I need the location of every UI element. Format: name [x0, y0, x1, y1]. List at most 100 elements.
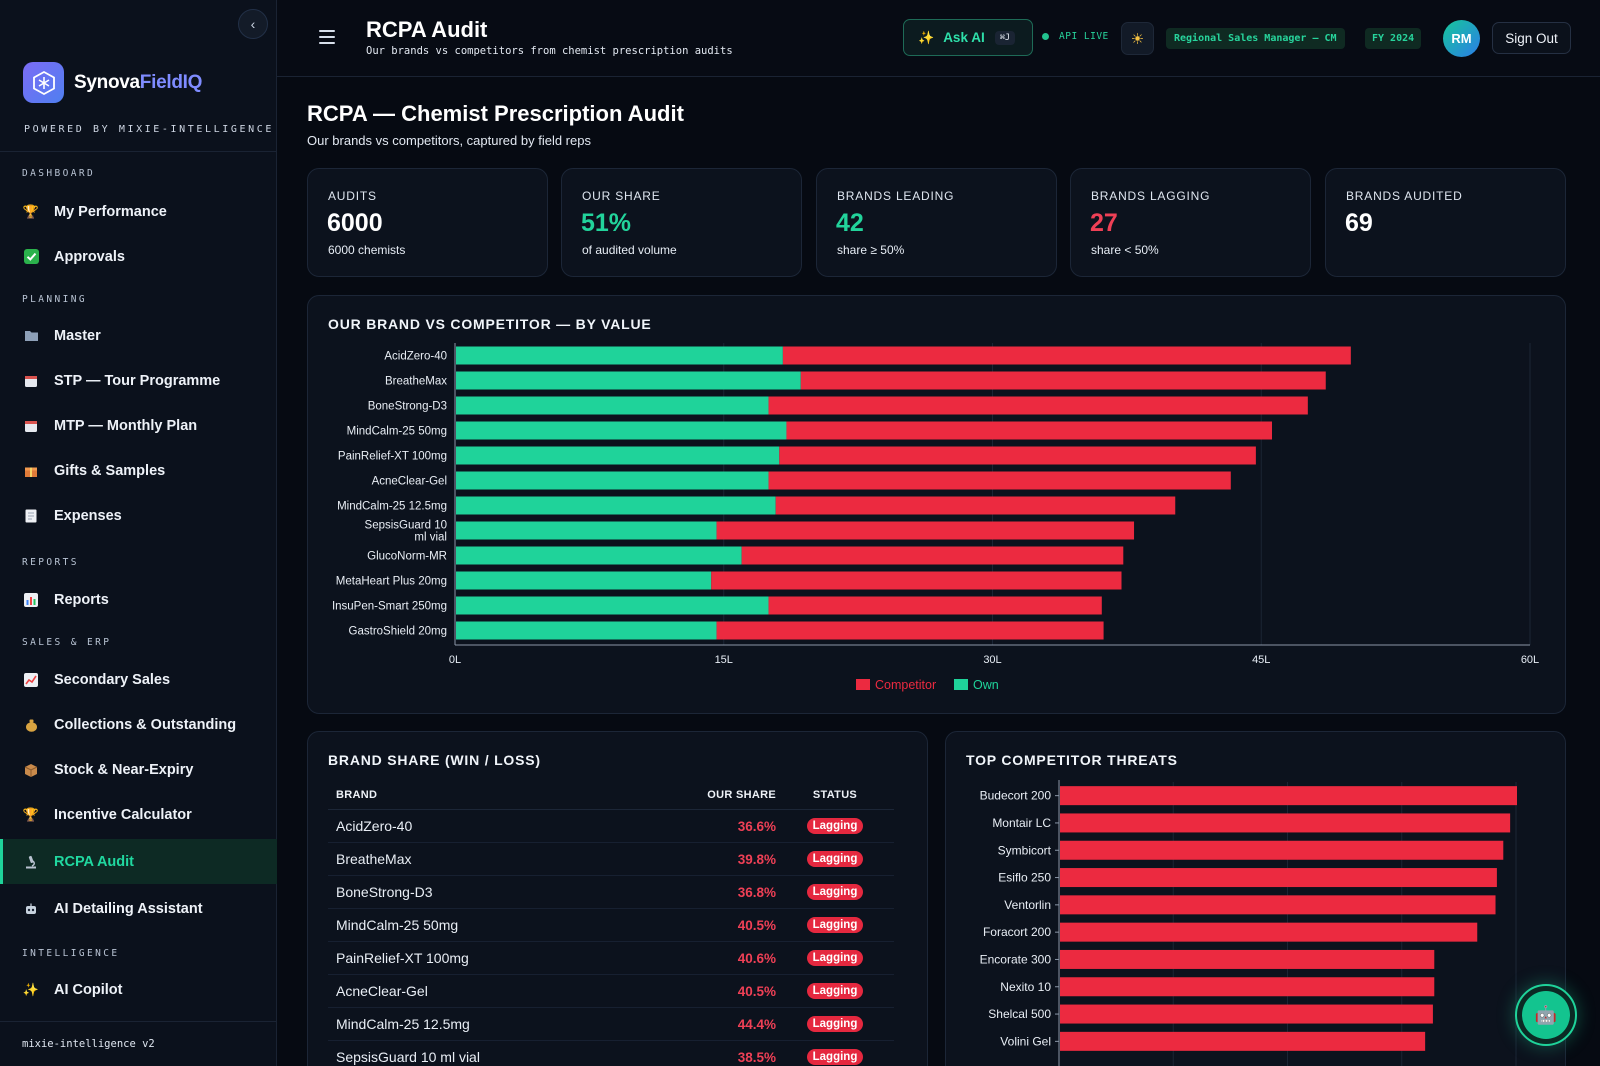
- section-dashboard: DASHBOARD: [22, 168, 96, 179]
- y-tick-label: BreatheMax: [385, 376, 447, 388]
- table-row[interactable]: AcneClear-Gel 40.5% Lagging: [328, 975, 894, 1008]
- sidebar-item-stp[interactable]: STP — Tour Programme: [0, 358, 277, 403]
- bar-competitor[interactable]: [768, 396, 1308, 415]
- table-row[interactable]: MindCalm-25 12.5mg 44.4% Lagging: [328, 1008, 894, 1041]
- column-header-status[interactable]: STATUS: [812, 788, 858, 801]
- table-row[interactable]: BreatheMax 39.8% Lagging: [328, 843, 894, 876]
- menu-icon[interactable]: [319, 30, 335, 44]
- sidebar-item-stock[interactable]: Stock & Near-Expiry: [0, 747, 277, 792]
- table-row[interactable]: PainRelief-XT 100mg 40.6% Lagging: [328, 942, 894, 975]
- status-cell: Lagging: [776, 1016, 894, 1032]
- bar-own[interactable]: [456, 471, 769, 490]
- bar-chart-icon: [23, 592, 39, 608]
- avatar[interactable]: RM: [1443, 20, 1480, 57]
- calendar-icon: [23, 418, 39, 434]
- sidebar-item-incentive[interactable]: 🏆 Incentive Calculator: [0, 792, 277, 837]
- sidebar-item-ai-copilot[interactable]: ✨ AI Copilot: [0, 967, 277, 1012]
- legend: Competitor Own: [856, 678, 999, 692]
- sidebar-item-rcpa-audit[interactable]: RCPA Audit: [0, 839, 277, 884]
- sidebar-item-gifts[interactable]: Gifts & Samples: [0, 448, 277, 493]
- bar-own[interactable]: [456, 446, 780, 465]
- bar-own[interactable]: [456, 546, 742, 565]
- threat-bar[interactable]: [1060, 840, 1504, 860]
- share-cell: 36.6%: [737, 818, 776, 834]
- status-badge: Lagging: [806, 884, 864, 900]
- threat-bar[interactable]: [1060, 977, 1435, 997]
- theme-toggle-sun-icon[interactable]: ☀: [1121, 22, 1154, 55]
- bar-own[interactable]: [456, 621, 717, 640]
- sparkle-icon: ✨: [918, 29, 935, 45]
- table-row[interactable]: SepsisGuard 10 ml vial 38.5% Lagging: [328, 1041, 894, 1066]
- sidebar-item-expenses[interactable]: Expenses: [0, 493, 277, 538]
- status-badge: Lagging: [806, 917, 864, 933]
- sidebar-item-ai-detailing[interactable]: AI Detailing Assistant: [0, 886, 277, 931]
- sidebar-item-collections[interactable]: Collections & Outstanding: [0, 702, 277, 747]
- kpi-subtext: share < 50%: [1091, 243, 1159, 257]
- table-row[interactable]: AcidZero-40 36.6% Lagging: [328, 810, 894, 843]
- collapse-sidebar-button[interactable]: ‹: [238, 9, 268, 39]
- topbar-title: RCPA Audit: [366, 17, 488, 42]
- table-row[interactable]: BoneStrong-D3 36.8% Lagging: [328, 876, 894, 909]
- api-status-label: API LIVE: [1059, 31, 1109, 42]
- sidebar-item-mtp[interactable]: MTP — Monthly Plan: [0, 403, 277, 448]
- brand-cell: AcidZero-40: [336, 818, 413, 834]
- trophy-icon: 🏆: [22, 203, 40, 219]
- ask-ai-button[interactable]: ✨ Ask AI ⌘J: [903, 19, 1033, 56]
- bar-competitor[interactable]: [768, 596, 1102, 615]
- bar-own[interactable]: [456, 396, 769, 415]
- threat-bar[interactable]: [1060, 1031, 1426, 1051]
- bar-competitor[interactable]: [782, 346, 1351, 365]
- chart-title: OUR BRAND VS COMPETITOR — BY VALUE: [328, 316, 652, 332]
- bar-own[interactable]: [456, 571, 712, 590]
- fiscal-year-badge[interactable]: FY 2024: [1365, 28, 1422, 49]
- y-tick-label: GlucoNorm-MR: [367, 551, 447, 563]
- bar-competitor[interactable]: [775, 496, 1176, 515]
- threat-bar[interactable]: [1060, 786, 1517, 806]
- bar-competitor[interactable]: [716, 521, 1135, 540]
- status-badge: Lagging: [806, 983, 864, 999]
- sidebar-item-label: Secondary Sales: [54, 671, 171, 688]
- bar-competitor[interactable]: [779, 446, 1256, 465]
- sidebar-item-approvals[interactable]: Approvals: [0, 234, 277, 279]
- column-header-share[interactable]: OUR SHARE: [707, 788, 776, 801]
- kpi-subtext: share ≥ 50%: [837, 243, 905, 257]
- threat-bar[interactable]: [1060, 868, 1497, 888]
- bar-own[interactable]: [456, 596, 769, 615]
- bar-competitor[interactable]: [800, 371, 1326, 390]
- bar-competitor[interactable]: [741, 546, 1124, 565]
- sidebar-item-label: Reports: [54, 591, 109, 608]
- bar-competitor[interactable]: [716, 621, 1104, 640]
- sign-out-button[interactable]: Sign Out: [1492, 22, 1571, 54]
- sidebar-item-secondary-sales[interactable]: Secondary Sales: [0, 657, 277, 702]
- table-row[interactable]: MindCalm-25 50mg 40.5% Lagging: [328, 909, 894, 942]
- bar-own[interactable]: [456, 371, 801, 390]
- assistant-fab-button[interactable]: 🤖: [1515, 984, 1577, 1046]
- ask-ai-label: Ask AI: [943, 30, 985, 45]
- bar-competitor[interactable]: [711, 571, 1122, 590]
- column-header-brand[interactable]: BRAND: [336, 788, 378, 801]
- bar-own[interactable]: [456, 496, 776, 515]
- threat-bar[interactable]: [1060, 813, 1511, 833]
- bar-competitor[interactable]: [786, 421, 1272, 440]
- legend-label-competitor: Competitor: [875, 678, 936, 692]
- bar-own[interactable]: [456, 346, 783, 365]
- sidebar-item-my-performance[interactable]: 🏆 My Performance: [0, 189, 277, 234]
- logo-icon: [23, 62, 64, 103]
- bar-own[interactable]: [456, 521, 717, 540]
- threat-bar[interactable]: [1060, 1004, 1433, 1024]
- bar-own[interactable]: [456, 421, 787, 440]
- version-label: mixie-intelligence v2: [22, 1038, 155, 1050]
- threat-bar[interactable]: [1060, 922, 1478, 942]
- sidebar-item-reports[interactable]: Reports: [0, 577, 277, 622]
- bar-competitor[interactable]: [768, 471, 1231, 490]
- threat-bar[interactable]: [1060, 895, 1496, 915]
- status-badge: Lagging: [806, 1016, 864, 1032]
- sidebar-item-master[interactable]: Master: [0, 313, 277, 358]
- sidebar-item-label: STP — Tour Programme: [54, 372, 221, 389]
- status-cell: Lagging: [776, 950, 894, 966]
- threat-bar[interactable]: [1060, 949, 1435, 969]
- share-cell: 38.5%: [737, 1049, 776, 1065]
- y-tick-label: Shelcal 500: [988, 1007, 1051, 1021]
- sidebar-item-label: AI Detailing Assistant: [54, 900, 203, 917]
- table-header: BRAND OUR SHARE STATUS: [328, 780, 894, 810]
